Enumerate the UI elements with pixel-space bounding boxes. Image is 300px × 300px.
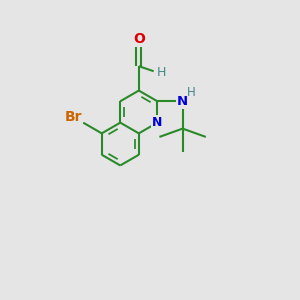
Text: H: H	[187, 86, 196, 99]
Text: H: H	[157, 66, 166, 79]
Text: Br: Br	[65, 110, 82, 124]
Text: O: O	[133, 32, 145, 46]
Text: N: N	[177, 95, 188, 108]
Text: N: N	[152, 116, 163, 129]
